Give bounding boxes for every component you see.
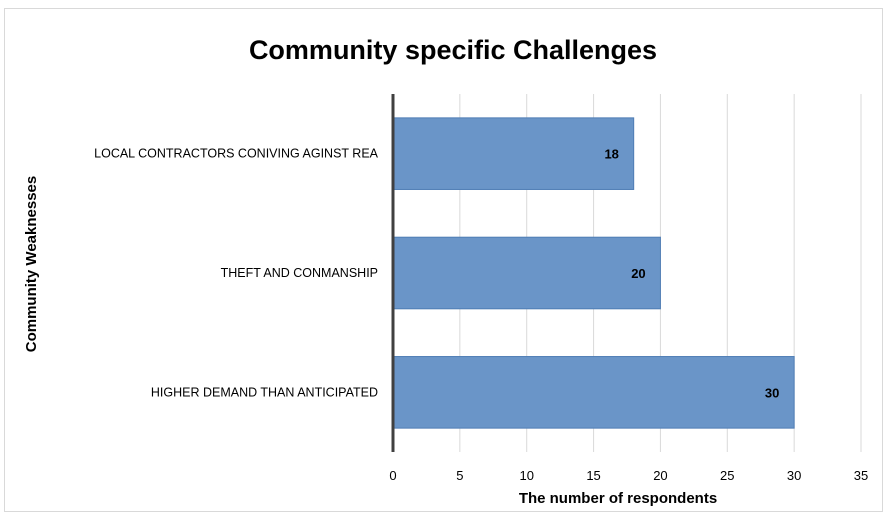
- x-tick-label-25: 25: [720, 468, 734, 483]
- x-tick-label-35: 35: [854, 468, 868, 483]
- bar-2: [392, 236, 661, 310]
- x-tick-label-10: 10: [519, 468, 533, 483]
- category-label-1: LOCAL CONTRACTORS CONIVING AGINST REA: [94, 147, 379, 161]
- category-label-2: THEFT AND CONMANSHIP: [221, 266, 378, 280]
- data-label-2: 20: [631, 266, 645, 281]
- bar-3: [392, 356, 795, 429]
- data-label-3: 30: [765, 385, 779, 400]
- y-axis-title: Community Weaknesses: [23, 176, 40, 352]
- axes: 0 5 10 15 20 25 30 35 LOCAL CONTRACTORS CONIVING…: [94, 94, 868, 483]
- bar-1: [392, 117, 635, 190]
- x-tick-label-30: 30: [787, 468, 801, 483]
- bars: 18 20 30: [392, 117, 795, 429]
- category-label-3: HIGHER DEMAND THAN ANTICIPATED: [151, 385, 378, 399]
- x-tick-label-15: 15: [586, 468, 600, 483]
- x-tick-label-5: 5: [456, 468, 463, 483]
- x-tick-label-20: 20: [653, 468, 667, 483]
- x-axis-title: The number of respondents: [519, 490, 717, 507]
- x-tick-label-0: 0: [389, 468, 396, 483]
- data-label-1: 18: [604, 147, 618, 162]
- chart-title: Community specific Challenges: [249, 35, 657, 65]
